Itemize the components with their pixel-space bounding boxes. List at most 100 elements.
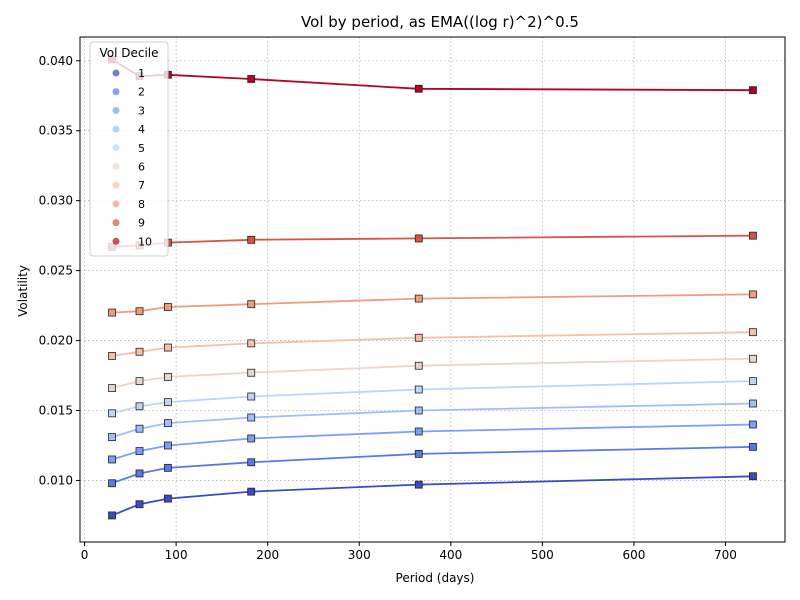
legend-label-5: 5 <box>138 142 145 155</box>
plot-frame <box>79 36 786 543</box>
series-line-9 <box>111 234 754 248</box>
data-point-7 <box>414 333 423 342</box>
data-point-2 <box>247 458 256 467</box>
legend-label-7: 7 <box>138 179 145 192</box>
legend-title: Vol Decile <box>99 46 158 60</box>
legend-marker-9 <box>112 219 120 227</box>
x-axis-label: Period (days) <box>396 571 475 585</box>
data-point-2 <box>108 479 116 488</box>
legend-marker-3 <box>112 106 120 114</box>
series-line-4 <box>111 402 754 438</box>
data-point-6 <box>135 377 144 386</box>
series-line-1 <box>111 475 754 517</box>
legend-marker-2 <box>112 88 120 96</box>
data-point-5 <box>135 402 144 411</box>
data-point-7 <box>749 328 757 337</box>
series-line-3 <box>111 423 754 461</box>
data-point-1 <box>414 480 423 489</box>
series-group <box>108 55 757 520</box>
data-point-1 <box>135 500 144 509</box>
data-point-3 <box>749 420 757 429</box>
series-line-2 <box>111 446 754 485</box>
data-point-4 <box>135 424 144 433</box>
data-point-5 <box>163 398 172 407</box>
data-point-10 <box>247 75 256 83</box>
legend-label-10: 10 <box>138 235 152 248</box>
data-point-4 <box>749 399 757 408</box>
x-tick-label: 0 <box>81 548 89 562</box>
series-line-5 <box>111 380 754 415</box>
legend-label-9: 9 <box>138 217 145 230</box>
data-point-3 <box>135 447 144 455</box>
data-point-1 <box>108 511 116 520</box>
data-point-4 <box>163 419 172 427</box>
x-axis: 0 100 200 300 400 500 600 700 <box>81 542 737 562</box>
data-point-1 <box>163 494 172 503</box>
data-point-5 <box>108 409 116 418</box>
data-point-2 <box>749 442 757 451</box>
data-point-3 <box>163 441 172 450</box>
data-point-6 <box>108 384 116 393</box>
legend-label-8: 8 <box>138 198 145 211</box>
y-tick-label: 0.035 <box>39 124 73 138</box>
legend-marker-8 <box>112 200 120 208</box>
data-point-4 <box>414 406 423 415</box>
data-point-5 <box>247 392 256 401</box>
series-line-10 <box>111 58 754 92</box>
legend-box <box>89 41 169 257</box>
data-point-8 <box>163 303 172 311</box>
data-point-7 <box>163 343 172 352</box>
legend-marker-4 <box>112 125 120 133</box>
chart-title: Vol by period, as EMA((log r)^2)^0.5 <box>301 13 579 31</box>
y-tick-label: 0.025 <box>39 264 73 278</box>
data-point-8 <box>108 308 116 317</box>
data-point-2 <box>163 463 172 472</box>
y-tick-label: 0.030 <box>39 194 73 208</box>
data-point-7 <box>108 352 116 360</box>
legend-marker-10 <box>112 237 120 245</box>
y-tick-label: 0.020 <box>39 334 73 348</box>
data-point-4 <box>108 433 116 441</box>
data-point-9 <box>247 235 256 244</box>
data-point-7 <box>135 347 144 356</box>
legend-label-4: 4 <box>138 123 145 136</box>
data-point-8 <box>135 307 144 316</box>
x-tick-label: 300 <box>348 548 371 562</box>
data-point-3 <box>247 434 256 443</box>
grid-lines <box>80 37 785 542</box>
data-point-6 <box>163 373 172 381</box>
data-point-10 <box>414 84 423 93</box>
y-axis-label: Volatility <box>16 265 30 317</box>
data-point-6 <box>749 354 757 363</box>
data-point-5 <box>749 377 757 386</box>
data-point-2 <box>414 449 423 458</box>
data-point-8 <box>414 294 423 303</box>
series-line-8 <box>111 293 754 314</box>
data-point-10 <box>749 86 757 95</box>
data-point-2 <box>135 469 144 478</box>
legend-label-3: 3 <box>138 104 145 117</box>
x-tick-label: 600 <box>622 548 645 562</box>
x-tick-label: 500 <box>531 548 554 562</box>
data-point-8 <box>247 300 256 309</box>
data-point-1 <box>247 487 256 496</box>
series-line-7 <box>111 331 754 357</box>
y-axis: 0.010 0.015 0.020 0.025 0.030 0.035 0.040 <box>39 54 80 487</box>
data-point-6 <box>414 361 423 370</box>
x-tick-label: 700 <box>714 548 737 562</box>
data-point-9 <box>414 234 423 243</box>
data-point-3 <box>414 427 423 436</box>
legend-marker-1 <box>112 69 120 77</box>
legend-marker-7 <box>112 181 120 189</box>
data-point-8 <box>749 290 757 299</box>
y-tick-label: 0.040 <box>39 54 73 68</box>
legend-marker-6 <box>112 163 120 170</box>
x-tick-label: 200 <box>256 548 279 562</box>
legend: Vol Decile 1 2 3 4 5 6 7 8 9 10 <box>89 41 169 257</box>
y-tick-label: 0.010 <box>39 473 73 487</box>
x-tick-label: 100 <box>165 548 188 562</box>
data-point-3 <box>108 455 116 464</box>
x-tick-label: 400 <box>439 548 462 562</box>
legend-label-1: 1 <box>138 67 145 80</box>
